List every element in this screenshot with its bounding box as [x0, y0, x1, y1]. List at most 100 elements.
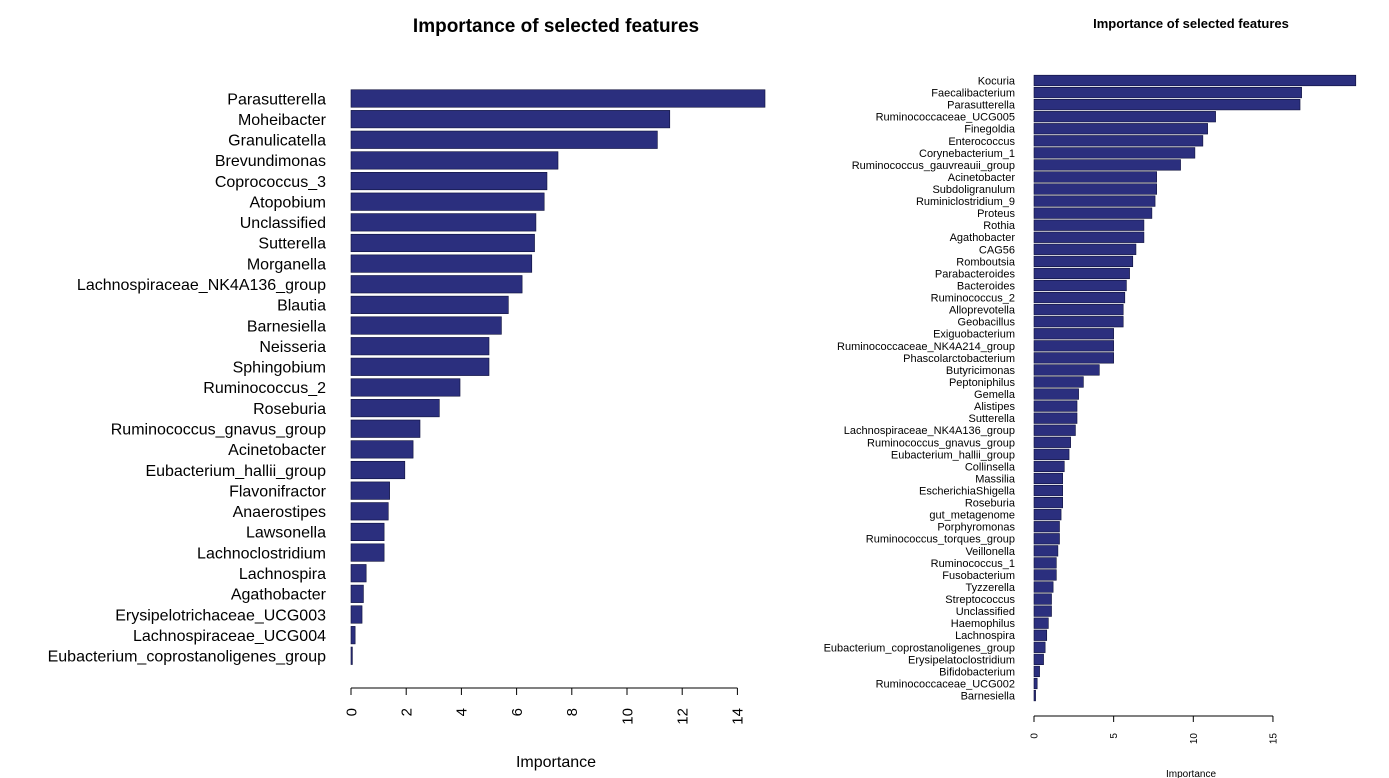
right-category-label: Parasutterella [947, 100, 1016, 112]
right-category-label: Geobacillus [958, 317, 1016, 329]
right-bar [1033, 496, 1063, 509]
right-category-label: Ruminococcus_gnavus_group [867, 437, 1015, 449]
right-category-label: Eubacterium_hallii_group [891, 449, 1015, 461]
right-bar [1033, 171, 1157, 183]
right-category-label: Eubacterium_coprostanoligenes_group [824, 642, 1015, 654]
left-tick-label: 0 [343, 708, 360, 716]
right-category-label: Tyzzerella [965, 582, 1015, 594]
right-category-label: Barnesiella [961, 691, 1016, 703]
left-category-label: Ruminococcus_2 [203, 380, 326, 397]
right-bar [1033, 183, 1157, 195]
right-bar [1033, 677, 1038, 690]
right-bar [1033, 436, 1071, 448]
right-x-axis: 0 5 10 15 [1030, 715, 1279, 745]
right-bar [1033, 304, 1124, 316]
left-bar [350, 626, 356, 645]
right-bar [1033, 557, 1057, 569]
left-bar [350, 605, 363, 624]
right-chart: Importance of selected features KocuriaF… [824, 16, 1357, 778]
left-category-label: Anaerostipes [233, 504, 326, 521]
right-bar [1033, 74, 1357, 87]
right-bar [1033, 376, 1084, 388]
right-bar [1033, 448, 1070, 460]
right-category-label: Alistipes [974, 401, 1015, 413]
right-bar [1033, 545, 1059, 557]
left-x-axis-label: Importance [516, 754, 596, 771]
right-bar [1033, 364, 1100, 376]
right-bar [1033, 689, 1036, 702]
right-bars [1033, 74, 1357, 702]
left-category-label: Eubacterium_hallii_group [145, 463, 326, 480]
left-bar [350, 316, 502, 335]
right-bar [1033, 617, 1049, 629]
right-bar [1033, 460, 1065, 473]
left-category-label: Erysipelotrichaceae_UCG003 [115, 607, 326, 624]
right-bar [1033, 316, 1124, 328]
right-category-labels: KocuriaFaecalibacteriumParasutterellaRum… [824, 75, 1016, 702]
right-category-label: Fusobacterium [942, 570, 1015, 582]
right-category-label: Ruminococcaceae_UCG005 [876, 112, 1015, 124]
right-bar [1033, 665, 1040, 678]
right-category-label: Peptoniphilus [949, 377, 1016, 389]
left-tick-label: 8 [564, 708, 581, 716]
left-category-label: Lachnospira [239, 566, 326, 583]
right-bar [1033, 147, 1196, 159]
right-tick-label: 5 [1109, 733, 1120, 739]
right-category-label: Lachnospira [955, 630, 1016, 642]
right-category-label: Erysipelatoclostridium [908, 654, 1015, 666]
right-bar [1033, 641, 1046, 653]
right-bar [1033, 653, 1044, 665]
right-tick-label: 15 [1268, 733, 1279, 745]
right-bar [1033, 195, 1156, 207]
right-tick-label: 0 [1030, 733, 1041, 739]
right-category-label: Massilia [975, 473, 1016, 485]
right-bar [1033, 629, 1048, 641]
left-category-label: Sutterella [258, 236, 326, 253]
left-category-label: Coprococcus_3 [215, 174, 326, 191]
left-bar [350, 233, 535, 253]
left-bar [350, 419, 421, 438]
right-category-label: Parabacteroides [935, 268, 1016, 280]
left-tick-label: 12 [674, 708, 691, 725]
right-category-label: Exiguobacterium [933, 329, 1015, 341]
left-category-label: Roseburia [253, 401, 326, 418]
right-bar [1033, 255, 1134, 268]
right-bar [1033, 86, 1302, 99]
right-category-label: Agathobacter [950, 232, 1016, 244]
left-bar [350, 130, 658, 149]
right-category-label: Collinsella [965, 461, 1016, 473]
right-bar [1033, 581, 1054, 593]
right-bar [1033, 400, 1078, 412]
left-category-label: Ruminococcus_gnavus_group [111, 422, 326, 439]
right-bar [1033, 605, 1052, 617]
left-chart: Importance of selected features Parasutt… [48, 16, 766, 771]
left-category-label: Sphingobium [233, 360, 326, 377]
right-category-label: Acinetobacter [948, 172, 1016, 184]
right-category-label: Finegoldia [964, 124, 1016, 136]
right-category-label: Subdoligranulum [932, 184, 1015, 196]
left-bar [350, 357, 490, 376]
left-bar [350, 646, 353, 665]
left-bar [350, 399, 440, 418]
right-bar [1033, 521, 1060, 533]
right-category-label: Porphyromonas [937, 522, 1015, 534]
right-bar [1033, 135, 1204, 147]
right-chart-title: Importance of selected features [1093, 16, 1289, 31]
right-bar [1033, 484, 1063, 497]
left-category-label: Flavonifractor [229, 483, 327, 500]
left-bar [350, 192, 545, 211]
right-category-label: Ruminococcus_2 [931, 293, 1015, 305]
right-category-label: Veillonella [965, 546, 1015, 558]
left-bar [350, 502, 389, 521]
right-bar [1033, 243, 1137, 255]
right-category-label: Ruminococcus_gauvreauii_group [852, 160, 1015, 172]
left-tick-label: 2 [398, 708, 415, 716]
right-bar [1033, 340, 1114, 352]
right-category-label: Roseburia [965, 498, 1016, 510]
left-category-label: Morganella [247, 256, 326, 273]
right-category-label: CAG56 [979, 244, 1015, 256]
left-bar [350, 522, 385, 541]
left-bar [350, 254, 533, 273]
right-bar [1033, 267, 1130, 280]
